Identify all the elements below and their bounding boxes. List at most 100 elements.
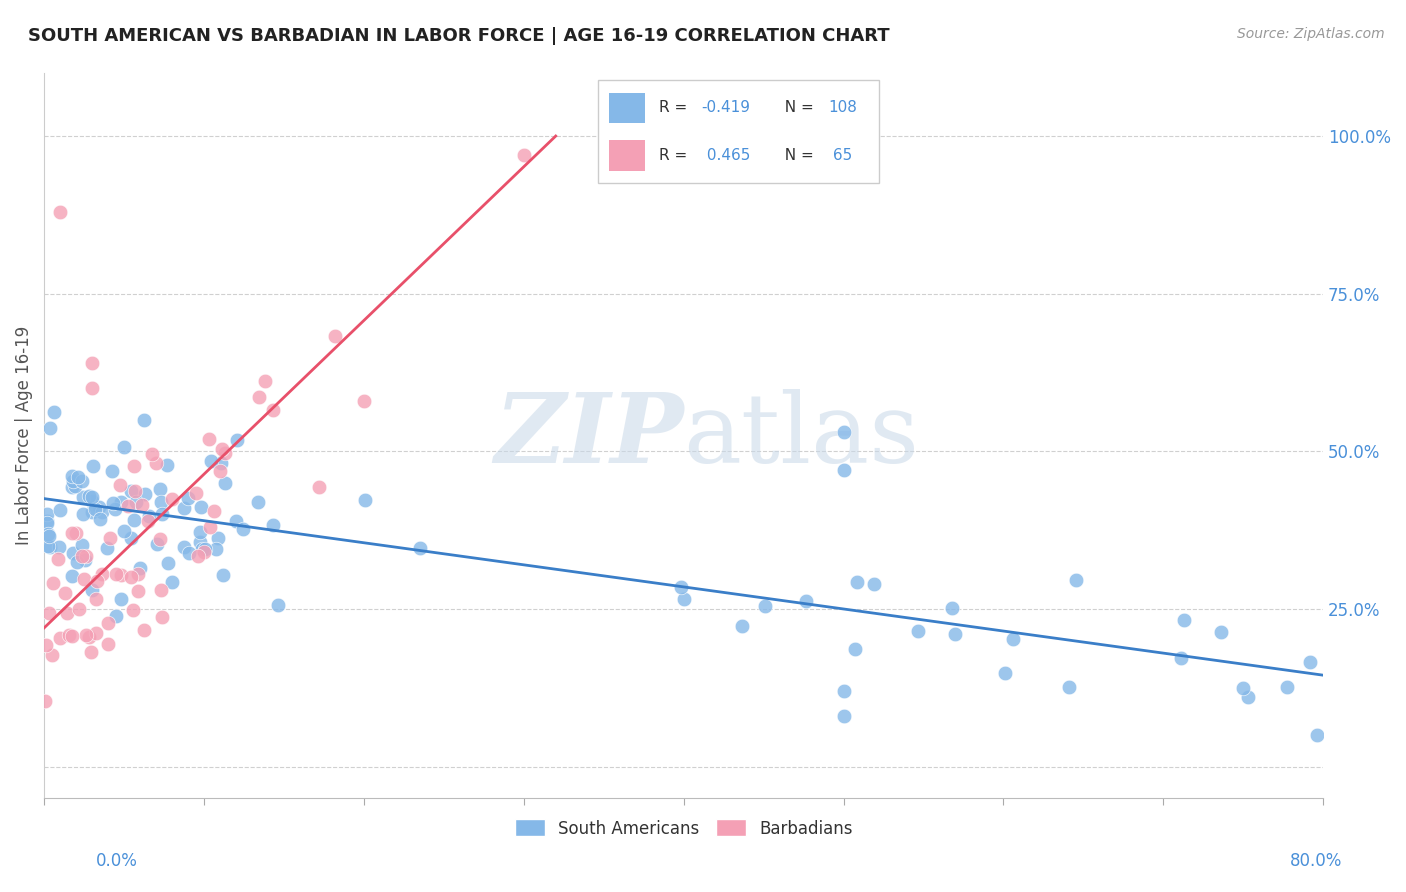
Text: N =: N = [775, 101, 818, 115]
Point [86, 574, 108, 589]
Legend: South Americans, Barbadians: South Americans, Barbadians [508, 813, 859, 844]
Point [49, 204, 72, 219]
Point [1002, 632, 1025, 646]
Point [97, 615, 120, 630]
Point [120, 531, 142, 545]
Point [188, 525, 211, 540]
Text: Source: ZipAtlas.com: Source: ZipAtlas.com [1237, 27, 1385, 41]
Point [110, 568, 132, 582]
Point [122, 512, 145, 526]
Point [669, 580, 692, 594]
Point [131, 498, 153, 512]
Point [49, 631, 72, 645]
Point [80, 493, 103, 508]
Text: 65: 65 [828, 148, 852, 162]
Point [60, 569, 83, 583]
Point [80, 644, 103, 658]
Point [211, 568, 233, 582]
Point [84, 592, 107, 607]
Point [127, 584, 149, 599]
Text: R =: R = [659, 101, 693, 115]
Point [83, 501, 105, 516]
Point [832, 425, 855, 440]
Point [941, 601, 963, 615]
Point [86, 626, 108, 640]
Point [101, 496, 124, 510]
Point [832, 684, 855, 698]
Point [214, 476, 236, 491]
Point [70, 538, 93, 552]
Point [104, 567, 127, 582]
Point [66, 555, 89, 569]
Point [38, 528, 60, 542]
Point [173, 541, 195, 555]
Text: R =: R = [659, 148, 693, 162]
Point [263, 518, 285, 533]
Point [136, 514, 159, 528]
Text: 0.465: 0.465 [702, 148, 749, 162]
Point [72, 475, 94, 489]
Point [60, 525, 83, 540]
Point [124, 483, 146, 498]
Point [53, 586, 76, 600]
Point [202, 504, 225, 518]
FancyBboxPatch shape [609, 93, 645, 123]
Point [354, 492, 377, 507]
Point [150, 609, 173, 624]
Point [943, 627, 966, 641]
Point [148, 533, 170, 547]
Point [194, 541, 217, 556]
Point [754, 599, 776, 613]
Point [122, 458, 145, 473]
Point [1064, 573, 1087, 587]
Point [141, 447, 163, 461]
Point [112, 524, 135, 538]
Point [160, 575, 183, 590]
Point [1277, 680, 1299, 694]
Point [110, 477, 132, 491]
Text: ZIP: ZIP [494, 389, 683, 483]
Point [97, 637, 120, 651]
Point [262, 403, 284, 417]
Point [353, 394, 375, 409]
Point [41, 648, 63, 662]
Point [247, 390, 270, 404]
Point [731, 619, 754, 633]
Point [120, 570, 142, 584]
Point [62, 474, 84, 488]
Point [187, 549, 209, 563]
Point [1306, 728, 1329, 742]
Point [907, 624, 929, 638]
Point [37, 514, 59, 528]
Point [110, 495, 132, 509]
Point [120, 484, 142, 499]
Point [149, 482, 172, 496]
Point [152, 508, 174, 522]
Point [1057, 681, 1080, 695]
Point [39, 541, 62, 555]
FancyBboxPatch shape [598, 80, 879, 183]
Point [832, 463, 855, 477]
Point [129, 561, 152, 575]
Point [832, 709, 855, 723]
Point [98, 531, 121, 545]
Point [67, 469, 90, 483]
Point [226, 433, 249, 447]
Point [34, 694, 56, 708]
Point [76, 549, 98, 563]
Y-axis label: In Labor Force | Age 16-19: In Labor Force | Age 16-19 [15, 326, 32, 545]
Point [80, 490, 103, 504]
Point [138, 509, 160, 524]
Point [211, 457, 233, 471]
Text: SOUTH AMERICAN VS BARBADIAN IN LABOR FORCE | AGE 16-19 CORRELATION CHART: SOUTH AMERICAN VS BARBADIAN IN LABOR FOR… [28, 27, 890, 45]
Point [77, 630, 100, 644]
Point [134, 623, 156, 637]
Point [56, 607, 79, 621]
Point [1173, 613, 1195, 627]
Point [794, 593, 817, 607]
Point [134, 487, 156, 501]
Point [105, 609, 128, 624]
Point [191, 541, 214, 556]
Point [207, 531, 229, 545]
Point [37, 527, 59, 541]
